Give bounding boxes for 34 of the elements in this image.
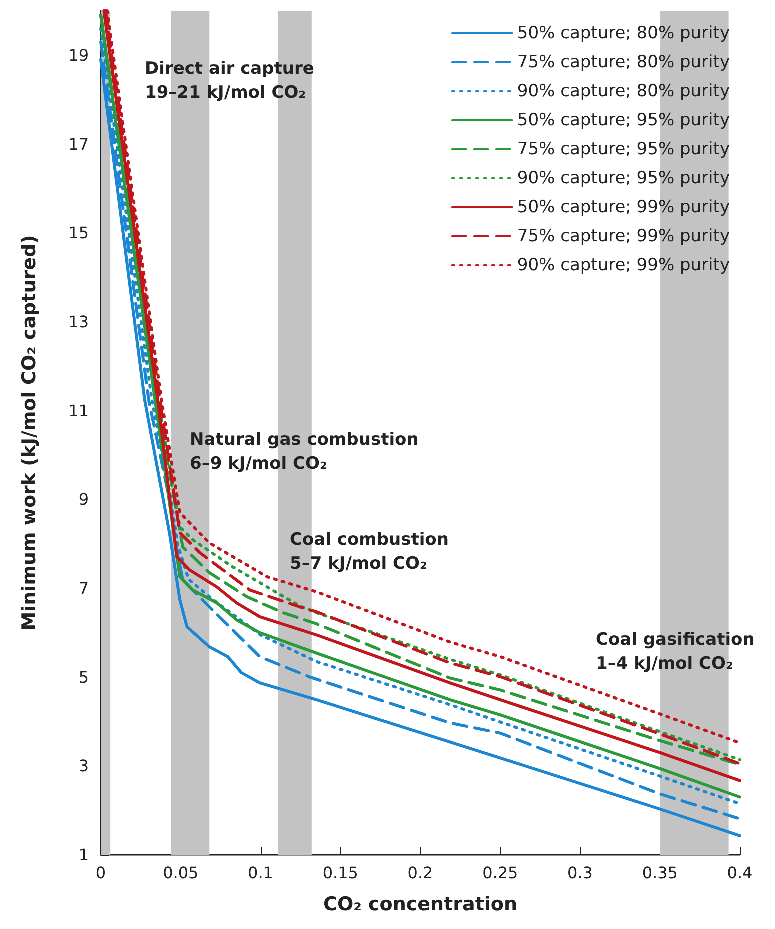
x-tick-label: 0.2 xyxy=(408,864,434,882)
legend-label: 75% capture; 80% purity xyxy=(517,52,730,72)
y-tick-label: 11 xyxy=(68,401,89,420)
y-axis-title: Minimum work (kJ/mol CO₂ captured) xyxy=(18,235,40,631)
legend-label: 50% capture; 95% purity xyxy=(517,110,730,130)
legend-label: 75% capture; 95% purity xyxy=(517,140,730,160)
y-tick-label: 9 xyxy=(78,490,89,510)
x-tick-label: 0.25 xyxy=(482,864,518,882)
x-tick-label: 0.1 xyxy=(248,864,274,882)
annotation: Natural gas combustion 6–9 kJ/mol CO₂ xyxy=(190,430,419,474)
y-tick-label: 5 xyxy=(78,668,89,687)
y-tick-label: 13 xyxy=(68,312,89,332)
y-tick-label: 1 xyxy=(78,846,89,864)
x-tick-label: 0.35 xyxy=(642,864,678,882)
x-tick-label: 0.05 xyxy=(163,864,199,882)
x-axis-title: CO₂ concentration xyxy=(324,894,518,916)
x-tick-label: 0.3 xyxy=(568,864,593,882)
legend-label: 90% capture; 99% purity xyxy=(517,256,730,276)
legend-label: 90% capture; 80% purity xyxy=(517,82,730,102)
legend-label: 50% capture; 99% purity xyxy=(517,198,730,218)
x-tick-label: 0.4 xyxy=(727,864,753,882)
y-tick-label: 3 xyxy=(78,756,89,776)
y-tick-label: 19 xyxy=(68,46,89,65)
legend-label: 90% capture; 95% purity xyxy=(517,168,730,188)
legend-label: 75% capture; 99% purity xyxy=(517,226,730,246)
y-tick-label: 7 xyxy=(78,578,89,598)
y-tick-label: 15 xyxy=(68,224,89,243)
annotation: Direct air capture 19–21 kJ/mol CO₂ xyxy=(145,59,314,103)
y-tick-label: 17 xyxy=(68,134,89,154)
annotation: Coal combustion 5–7 kJ/mol CO₂ xyxy=(290,530,449,574)
x-tick-label: 0.15 xyxy=(322,864,358,882)
x-tick-label: 0 xyxy=(96,864,106,882)
annotation: Coal gasification 1–4 kJ/mol CO₂ xyxy=(596,630,755,674)
legend-label: 50% capture; 80% purity xyxy=(517,24,730,44)
